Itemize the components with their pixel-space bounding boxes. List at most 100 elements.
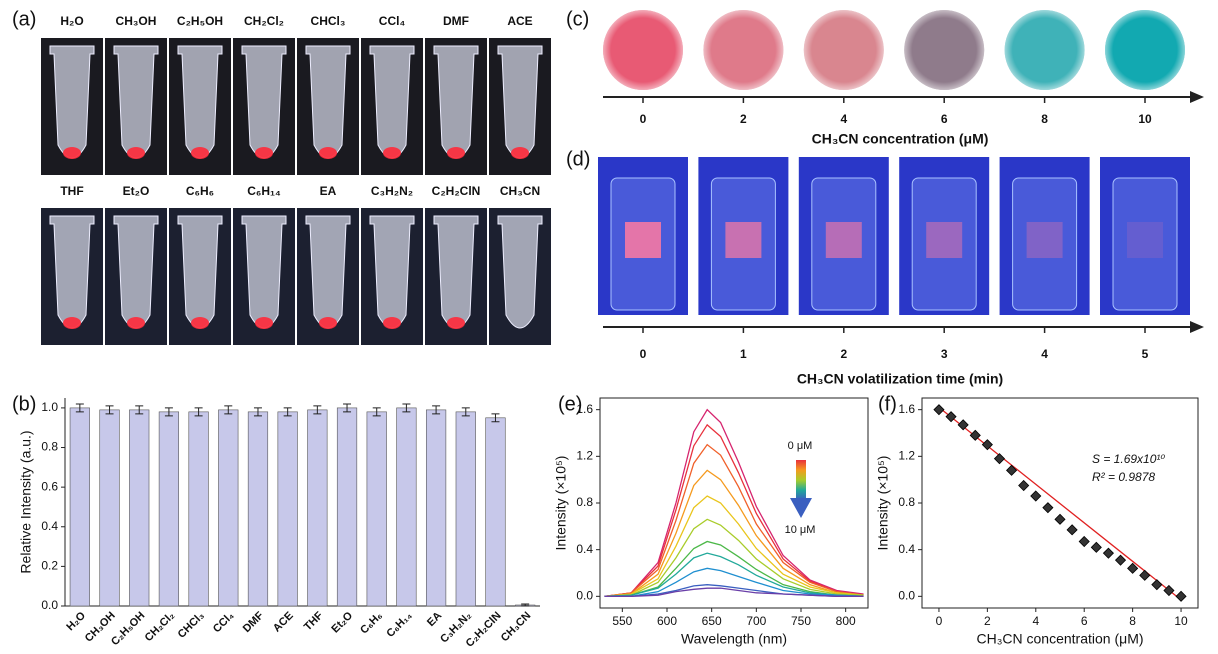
bar	[366, 411, 387, 607]
spectrum-line	[604, 567, 864, 597]
fluorescent-spot	[255, 147, 273, 159]
fluorescent-spot	[191, 317, 209, 329]
vial	[1112, 177, 1178, 311]
tick-label: 0	[640, 112, 647, 126]
test-strip	[1127, 222, 1163, 258]
dish-rim	[603, 10, 683, 90]
vial-photo	[999, 157, 1090, 315]
x-tick-label: Et₂O	[329, 609, 355, 635]
bar	[485, 417, 506, 607]
bar	[69, 407, 90, 607]
spectrum-line	[604, 552, 864, 597]
tick-label: 2	[840, 347, 847, 361]
test-strip	[725, 222, 762, 258]
fluorescent-spot	[319, 147, 337, 159]
tick-label: 3	[941, 347, 948, 361]
error-bar	[283, 407, 292, 417]
fluorescent-spot	[191, 147, 209, 159]
bar	[277, 411, 298, 607]
x-tick-label: 650	[702, 614, 722, 628]
fluorescent-spot	[63, 317, 81, 329]
data-point	[1127, 562, 1139, 574]
dish-rim	[904, 10, 985, 90]
data-point	[1139, 569, 1151, 581]
tick-label: 4	[1041, 347, 1048, 361]
spectrum-line	[604, 423, 864, 597]
bar	[188, 411, 209, 607]
x-tick-label: C₆H₁₄	[384, 610, 414, 640]
y-tick-label: 0.8	[41, 440, 58, 454]
error-bar	[343, 403, 352, 413]
dish-rim	[1105, 10, 1185, 90]
data-point	[1054, 513, 1066, 525]
data-point	[1030, 490, 1042, 502]
fit-line	[938, 406, 1182, 601]
x-tick-label: 550	[612, 614, 632, 628]
error-bar	[372, 407, 381, 417]
error-bar	[402, 403, 411, 413]
solvent-label: EA	[320, 184, 337, 198]
x-tick-label: CH₂Cl₂	[143, 610, 177, 644]
x-tick-label: 6	[1081, 614, 1088, 628]
x-axis-label: Wavelength (nm)	[681, 631, 787, 647]
spectrum-line	[604, 518, 864, 597]
y-tick-label: 0.6	[41, 479, 58, 493]
error-bar	[75, 403, 84, 413]
data-point	[1151, 579, 1163, 591]
y-tick-label: 0.0	[41, 598, 58, 612]
solvent-label: ACE	[507, 14, 532, 28]
x-tick-label: CHCl₃	[176, 610, 207, 641]
y-tick-label: 0.4	[576, 542, 593, 556]
data-point	[969, 429, 981, 441]
solvent-label: CH₃CN	[500, 184, 540, 198]
fluorescent-spot	[127, 317, 145, 329]
data-point	[945, 411, 957, 423]
error-bar	[521, 603, 530, 607]
data-point	[933, 404, 945, 416]
data-point	[1018, 479, 1030, 492]
fluorescent-spot	[383, 147, 401, 159]
bar	[247, 411, 269, 607]
dish-rim	[703, 10, 784, 90]
fluorescent-spot	[447, 317, 465, 329]
fluorescent-spot	[63, 147, 81, 159]
y-tick-label: 0.2	[41, 559, 58, 573]
plot-frame	[921, 397, 1199, 609]
dish-rim	[803, 10, 884, 90]
fluorescent-spot	[127, 147, 145, 159]
data-point	[1090, 541, 1102, 553]
bar	[129, 409, 150, 607]
solvent-label: C₃H₂N₂	[371, 184, 413, 198]
y-tick-label: 1.6	[898, 402, 915, 416]
bar	[218, 409, 239, 607]
solvent-label: CH₃OH	[116, 14, 157, 28]
x-tick-label: 750	[791, 614, 811, 628]
vial	[1012, 177, 1078, 311]
y-tick-label: 0.4	[898, 542, 915, 556]
spectrum-line	[604, 469, 864, 597]
error-bar	[432, 405, 441, 415]
spectrum-line	[604, 408, 864, 597]
solvent-label: C₂H₅OH	[177, 14, 223, 28]
fluorescent-spot	[511, 147, 529, 159]
bar	[307, 409, 328, 607]
fluorescent-spot	[383, 317, 401, 329]
error-bar	[224, 405, 233, 415]
y-axis-label: Relative Intensity (a.u.)	[18, 430, 34, 573]
tick-label: 8	[1041, 112, 1048, 126]
y-tick-label: 0.0	[576, 589, 593, 603]
annotation: 0 μM	[788, 440, 813, 452]
spectrum-line	[604, 587, 864, 597]
solvent-label: DMF	[443, 14, 469, 28]
x-tick-label: 0	[936, 614, 943, 628]
tick-label: 2	[740, 112, 747, 126]
solvent-label: CCl₄	[379, 14, 406, 28]
error-bar	[194, 407, 203, 417]
x-axis-label: CH₃CN concentration (μM)	[976, 631, 1143, 647]
data-point	[1163, 584, 1175, 597]
data-point	[1175, 590, 1187, 602]
tick-label: 1	[740, 347, 747, 361]
tick-label: 0	[640, 347, 647, 361]
